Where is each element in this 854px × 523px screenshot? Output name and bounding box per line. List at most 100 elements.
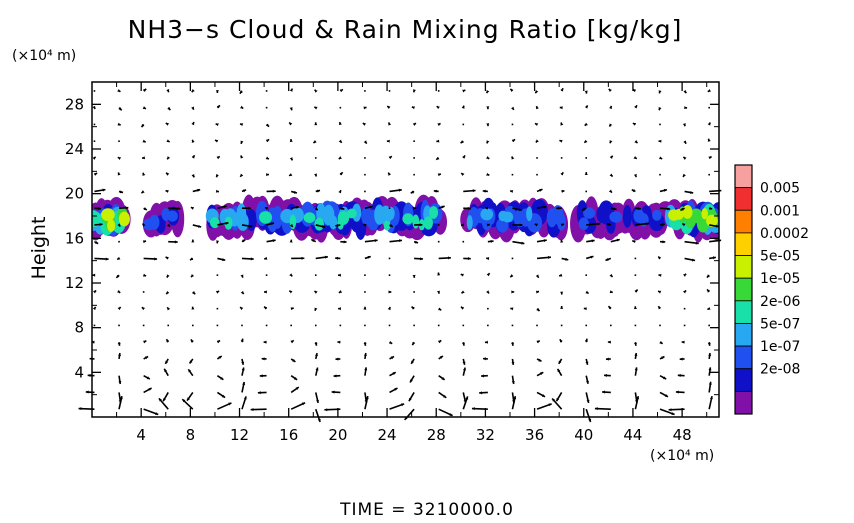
wind-vector: [266, 90, 268, 92]
colorbar-label: 0.001: [760, 203, 800, 219]
wind-vector: [585, 291, 588, 294]
wind-vector: [634, 342, 637, 346]
colorbar-label: 1e-05: [760, 271, 800, 287]
wind-vector: [512, 258, 514, 260]
wind-vector: [411, 359, 414, 364]
wind-vector: [117, 89, 120, 92]
wind-vector: [510, 307, 513, 310]
wind-vector: [266, 139, 269, 142]
x-unit-label: (×10⁴ m): [650, 448, 714, 464]
wind-vector: [340, 89, 343, 92]
wind-vector: [390, 372, 396, 375]
wind-vector: [290, 139, 293, 142]
wind-vector: [486, 156, 489, 159]
wind-vector: [387, 106, 390, 109]
wind-vector: [92, 106, 95, 109]
wind-vector: [167, 339, 170, 342]
wind-vector: [658, 306, 661, 309]
wind-vector: [216, 190, 219, 193]
wind-vector: [192, 325, 194, 327]
wind-vector: [314, 291, 317, 294]
colorbar-swatch: [735, 188, 752, 211]
wind-vector: [242, 367, 245, 375]
wind-vector: [479, 391, 488, 394]
wind-vector: [610, 173, 613, 176]
wind-vector: [387, 140, 390, 143]
wind-vector: [242, 382, 245, 393]
wind-vector: [659, 140, 662, 143]
wind-vector: [166, 257, 169, 260]
wind-vector: [94, 189, 105, 192]
wind-vector: [463, 257, 470, 260]
colorbar-swatch: [735, 256, 752, 279]
wind-vector: [708, 325, 710, 327]
wind-vector: [438, 173, 441, 176]
wind-vector: [462, 241, 464, 243]
wind-vector: [585, 123, 588, 126]
cloud-segment: [86, 197, 131, 241]
wind-vector: [316, 392, 319, 402]
wind-vector: [94, 258, 108, 261]
wind-vector: [462, 290, 465, 293]
wind-vector: [684, 308, 686, 310]
colorbar-swatch: [735, 323, 752, 346]
wind-vector: [364, 157, 366, 159]
wind-vector: [536, 325, 538, 327]
y-unit-label: (×10⁴ m): [12, 48, 76, 64]
wind-vector: [683, 290, 686, 293]
wind-vector: [142, 307, 145, 310]
wind-vector: [659, 156, 662, 159]
cloud-segment: [143, 200, 184, 238]
wind-vector: [240, 274, 243, 277]
wind-vector: [560, 172, 563, 175]
wind-vector: [240, 174, 243, 177]
wind-vector: [658, 256, 661, 259]
wind-vector: [291, 403, 305, 410]
wind-vector: [510, 89, 513, 92]
colorbar-label: 0.005: [760, 181, 800, 197]
wind-vector: [414, 257, 423, 260]
wind-vector: [536, 291, 539, 294]
wind-vector: [191, 339, 194, 342]
colorbar-swatch: [735, 369, 752, 392]
colorbar-label: 1e-07: [760, 339, 800, 355]
wind-vector: [585, 105, 588, 108]
wind-vector: [487, 325, 489, 327]
wind-vector: [536, 157, 538, 159]
wind-vector: [166, 173, 169, 176]
wind-vector: [634, 353, 637, 359]
wind-vector: [511, 359, 514, 365]
wind-vector: [683, 140, 686, 143]
wind-vector: [486, 173, 489, 176]
wind-vector: [240, 123, 243, 126]
wind-vector: [684, 106, 687, 109]
wind-vector: [290, 89, 293, 92]
wind-vector: [118, 342, 121, 346]
wind-vector: [660, 376, 666, 379]
wind-vector: [144, 207, 147, 210]
wind-vector: [193, 225, 201, 228]
wind-vector: [217, 258, 225, 261]
colorbar-swatch: [735, 165, 752, 188]
wind-vector: [217, 274, 219, 276]
x-tick-label: 24: [378, 426, 397, 444]
wind-vector: [364, 325, 366, 327]
wind-vector: [240, 106, 243, 109]
wind-vector: [413, 123, 416, 126]
wind-vector: [660, 189, 667, 192]
wind-vector: [390, 189, 402, 192]
wind-vector: [313, 140, 316, 143]
wind-vector: [558, 369, 562, 376]
wind-vector: [585, 172, 588, 175]
wind-vector: [315, 274, 317, 276]
colorbar-swatch: [735, 391, 752, 414]
wind-vector: [93, 290, 96, 293]
wind-vector: [439, 409, 453, 416]
wind-vector: [659, 107, 662, 110]
wind-vector: [314, 342, 317, 346]
wind-vector: [561, 190, 564, 193]
y-tick-label: 4: [74, 363, 84, 381]
wind-vector: [535, 123, 538, 126]
wind-vector: [290, 157, 293, 160]
wind-vector: [388, 173, 391, 176]
